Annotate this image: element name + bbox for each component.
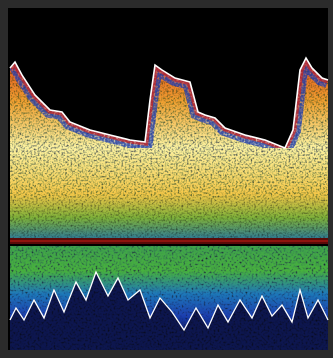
page <box>0 0 333 358</box>
doppler-image <box>0 0 333 358</box>
